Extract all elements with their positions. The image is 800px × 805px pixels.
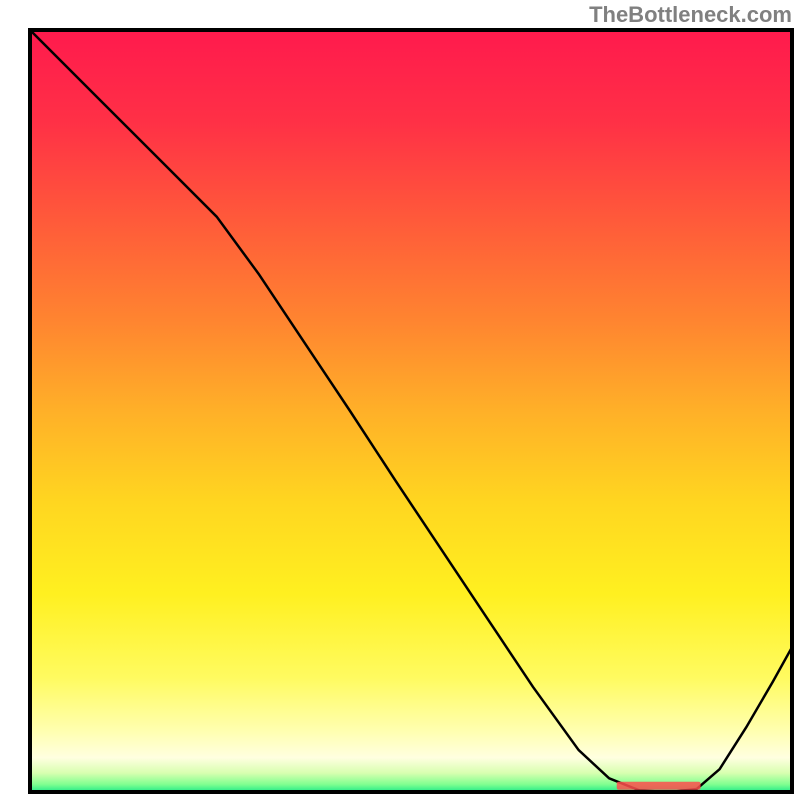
optimal-range-marker (617, 782, 701, 790)
bottleneck-chart: TheBottleneck.com (0, 0, 800, 800)
watermark-text: TheBottleneck.com (589, 2, 792, 27)
